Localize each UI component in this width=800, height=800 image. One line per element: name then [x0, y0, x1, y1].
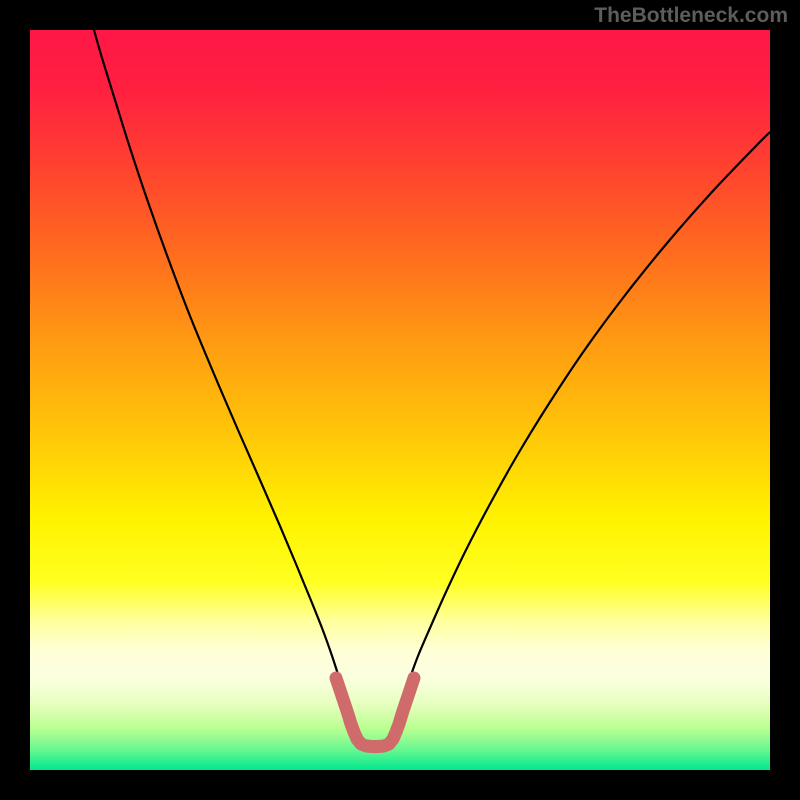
bottleneck-curve: [94, 30, 770, 747]
curve-layer: [30, 30, 770, 770]
watermark-text: TheBottleneck.com: [594, 4, 788, 28]
plot-area: [30, 30, 770, 770]
valley-marker: [336, 678, 414, 747]
